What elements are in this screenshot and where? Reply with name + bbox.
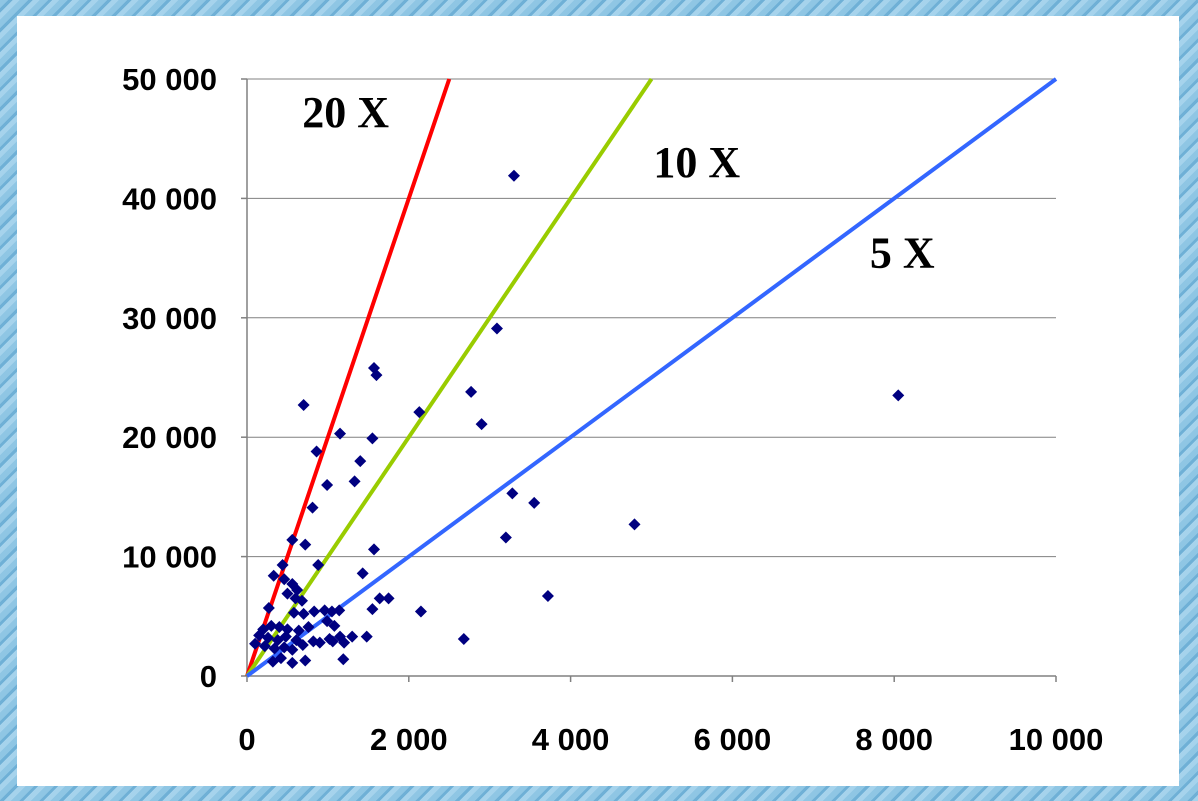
data-point <box>366 603 379 616</box>
data-point <box>267 569 280 582</box>
data-point <box>286 643 299 656</box>
y-tick-label: 30 000 <box>122 301 217 336</box>
data-point <box>506 487 519 500</box>
y-tick-label: 0 <box>200 659 217 694</box>
data-point <box>356 567 369 580</box>
data-point <box>249 637 262 650</box>
data-point <box>334 427 347 440</box>
data-point <box>321 478 334 491</box>
data-point <box>366 432 379 445</box>
line-label-5x: 5 X <box>870 229 935 278</box>
data-point <box>266 655 279 668</box>
data-point <box>299 654 312 667</box>
data-point <box>262 601 275 614</box>
data-point <box>892 389 905 402</box>
data-point <box>281 587 294 600</box>
data-point <box>490 322 503 335</box>
line-label-10x: 10 X <box>653 138 740 187</box>
data-point <box>541 590 554 603</box>
data-point <box>413 406 426 419</box>
data-point <box>292 624 305 637</box>
data-point <box>333 604 346 617</box>
data-point <box>310 445 323 458</box>
data-point <box>475 418 488 431</box>
data-point <box>528 496 541 509</box>
x-tick-label: 2 000 <box>370 722 448 757</box>
data-point <box>286 656 299 669</box>
data-point <box>337 653 350 666</box>
data-point <box>286 533 299 546</box>
y-tick-label: 50 000 <box>122 62 217 97</box>
data-point <box>276 558 289 571</box>
line-label-20x: 20 X <box>302 88 389 137</box>
reference-line-5x <box>245 77 1058 678</box>
data-point <box>348 475 361 488</box>
data-point <box>346 630 359 643</box>
data-point <box>338 636 351 649</box>
x-tick-label: 6 000 <box>694 722 772 757</box>
data-point <box>312 558 325 571</box>
data-point <box>268 642 281 655</box>
data-point <box>297 398 310 411</box>
data-point <box>321 615 334 628</box>
data-point <box>273 621 286 634</box>
y-tick-label: 40 000 <box>122 181 217 216</box>
data-point <box>296 594 309 607</box>
scatter-chart: 0 10 000 20 000 30 000 40 000 50 000 0 2 000 4 0… <box>122 62 1103 757</box>
data-point <box>368 543 381 556</box>
data-point <box>253 629 266 642</box>
chart-panel: 0 10 000 20 000 30 000 40 000 50 000 0 2 000 4 0… <box>17 16 1179 786</box>
data-point <box>360 630 373 643</box>
data-point <box>318 604 331 617</box>
data-point <box>313 636 326 649</box>
data-point <box>258 640 271 653</box>
x-tick-label: 8 000 <box>855 722 933 757</box>
y-tick-label: 20 000 <box>122 420 217 455</box>
data-point <box>278 573 291 586</box>
y-tick-label: 10 000 <box>122 540 217 575</box>
data-point <box>306 501 319 514</box>
data-point <box>287 606 300 619</box>
data-point <box>291 584 304 597</box>
data-point <box>465 385 478 398</box>
data-point <box>373 592 386 605</box>
data-points <box>249 169 905 669</box>
x-tick-label: 10 000 <box>1009 722 1104 757</box>
data-point <box>457 632 470 645</box>
data-point <box>297 607 310 620</box>
reference-line-10x <box>245 77 654 678</box>
reference-lines <box>245 77 1058 678</box>
data-point <box>354 455 367 468</box>
data-point <box>325 605 338 618</box>
data-point <box>302 621 315 634</box>
data-point <box>628 518 641 531</box>
data-point <box>279 630 292 643</box>
data-point <box>299 538 312 551</box>
data-point <box>507 169 520 182</box>
axes <box>241 78 1057 682</box>
reference-line-20x <box>245 78 452 677</box>
data-point <box>499 531 512 544</box>
data-point <box>328 619 341 632</box>
x-tick-label: 0 <box>238 722 255 757</box>
data-point <box>414 605 427 618</box>
data-point <box>326 635 339 648</box>
line-labels: 20 X 10 X 5 X <box>302 88 935 278</box>
tick-labels: 0 10 000 20 000 30 000 40 000 50 000 0 2 000 4 0… <box>122 62 1103 757</box>
x-tick-label: 4 000 <box>532 722 610 757</box>
data-point <box>296 638 309 651</box>
data-point <box>370 369 383 382</box>
data-point <box>382 592 395 605</box>
data-point <box>308 605 321 618</box>
